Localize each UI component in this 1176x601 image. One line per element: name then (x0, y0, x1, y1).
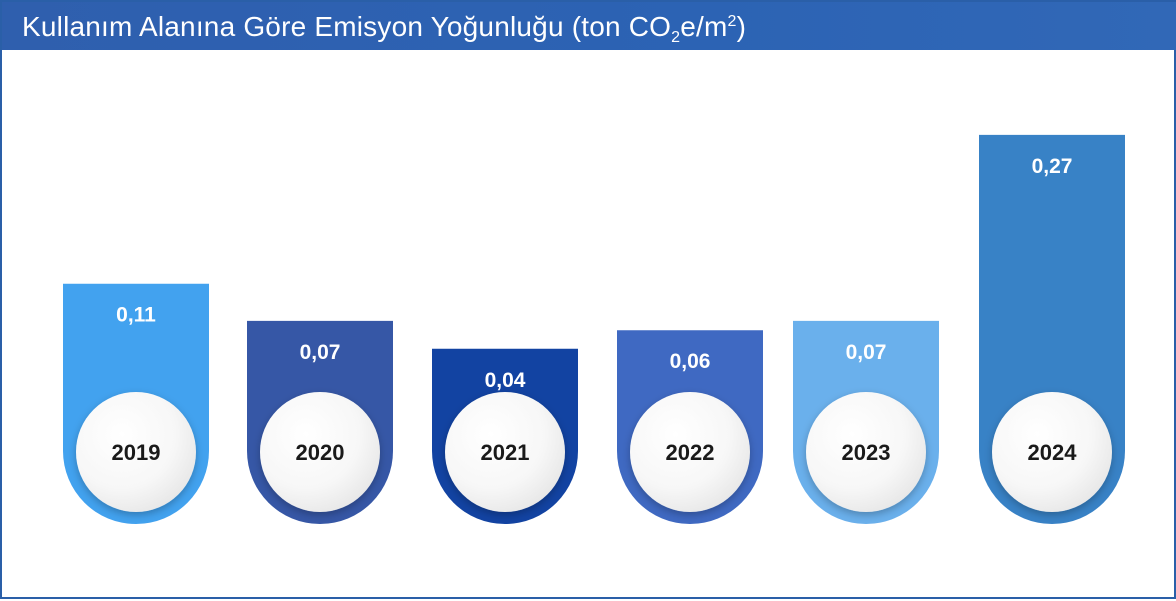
bar-group-2019: 0,11 2019 (63, 283, 209, 524)
chart-title-close: ) (736, 11, 747, 42)
category-label-2021: 2021 (481, 440, 530, 465)
value-label-2019: 0,11 (116, 304, 156, 327)
chart-title-subscript: 2 (671, 29, 681, 46)
year-circle-2023 (806, 392, 926, 512)
bar-group-2024: 0,27 2024 (979, 134, 1125, 524)
value-label-2023: 0,07 (846, 341, 887, 364)
value-label-2022: 0,06 (670, 350, 711, 373)
value-label-2020: 0,07 (300, 341, 341, 364)
year-circle-2024 (992, 392, 1112, 512)
bar-group-2023: 0,07 2023 (793, 320, 939, 524)
year-circle-2019 (76, 392, 196, 512)
chart-title-text: Kullanım Alanına Göre Emisyon Yoğunluğu … (22, 11, 672, 42)
chart-title: Kullanım Alanına Göre Emisyon Yoğunluğu … (22, 11, 747, 46)
bar-group-2020: 0,07 2020 (247, 320, 393, 524)
year-circle-2022 (630, 392, 750, 512)
category-label-2024: 2024 (1028, 440, 1078, 465)
bar-chart: 0,11 2019 0,07 2020 0,04 2021 0,06 2022 0,07 2023… (63, 134, 1125, 524)
chart-title-text-unit: e/m (680, 11, 728, 42)
title-bar: Kullanım Alanına Göre Emisyon Yoğunluğu … (2, 2, 1176, 50)
bar-group-2021: 0,04 2021 (432, 348, 578, 524)
year-circle-2020 (260, 392, 380, 512)
category-label-2019: 2019 (112, 440, 161, 465)
value-label-2024: 0,27 (1032, 155, 1073, 178)
category-label-2020: 2020 (296, 440, 345, 465)
chart-title-superscript: 2 (727, 13, 737, 30)
value-label-2021: 0,04 (485, 369, 526, 392)
category-label-2022: 2022 (666, 440, 715, 465)
year-circle-2021 (445, 392, 565, 512)
bar-group-2022: 0,06 2022 (617, 330, 763, 524)
category-label-2023: 2023 (842, 440, 891, 465)
